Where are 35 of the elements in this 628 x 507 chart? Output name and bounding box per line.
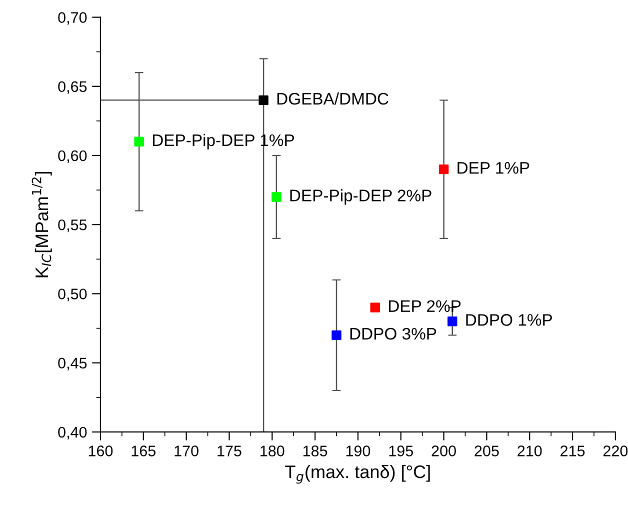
point — [272, 192, 282, 202]
y-axis-title: K$_{IC}$[MPam$^{1/2}$] — [32, 172, 52, 278]
x-tick-label: 160 — [88, 446, 113, 456]
x-tick-label: 210 — [518, 446, 542, 456]
point — [448, 316, 458, 326]
point — [438, 164, 449, 174]
y-tick-label: 0,60 — [58, 150, 87, 163]
y-tick-label: 0,55 — [58, 219, 87, 232]
x-tick-label: 195 — [389, 446, 413, 456]
series-label: DEP 1%P — [458, 162, 530, 174]
x-tick-label: 205 — [474, 446, 499, 456]
series-label: DGEBA/DMDC — [277, 92, 388, 105]
x-tick-label: 185 — [303, 446, 328, 456]
y-tick-label: 0,45 — [58, 358, 87, 370]
point — [258, 95, 268, 106]
x-tick-label: 165 — [132, 446, 156, 456]
point — [370, 302, 380, 312]
x-tick-label: 175 — [218, 446, 242, 456]
series-label: DDPO 3%P — [350, 328, 436, 340]
x-tick-label: 180 — [260, 446, 284, 456]
point — [134, 136, 144, 147]
point — [332, 330, 342, 340]
y-tick-label: 0,40 — [58, 426, 87, 440]
x-axis-title: T$_{g}$(max. tanδ) [°C] — [285, 464, 430, 484]
x-tick-label: 220 — [603, 446, 628, 456]
y-tick-label: 0,70 — [58, 12, 87, 25]
x-tick-label: 190 — [346, 446, 370, 456]
y-tick-label: 0,65 — [58, 81, 87, 94]
y-tick-label: 0,50 — [58, 288, 87, 302]
x-tick-label: 200 — [432, 446, 456, 456]
x-tick-label: 170 — [174, 446, 198, 456]
x-tick-label: 215 — [560, 446, 585, 456]
series-label: DDPO 1%P — [466, 314, 552, 326]
series-label: DEP 2%P — [388, 300, 461, 312]
series-label: DEP-Pip-DEP 2%P — [290, 189, 432, 205]
